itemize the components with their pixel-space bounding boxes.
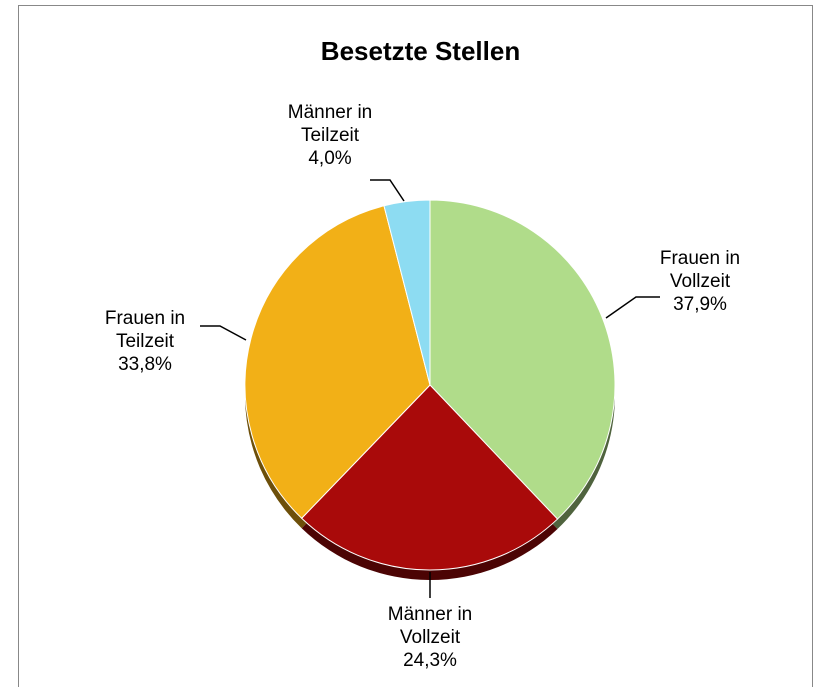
category-label: Frauen in Teilzeit [104, 308, 186, 352]
leader-line [605, 296, 660, 319]
data-label: Männer in Teilzeit 4,0% [275, 101, 385, 170]
value-label: 33,8% [118, 354, 172, 375]
category-label: Männer in Vollzeit [387, 604, 473, 648]
leader-line [370, 179, 405, 202]
pie-slice [300, 384, 559, 571]
category-label: Männer in Teilzeit [287, 102, 373, 146]
value-label: 24,3% [403, 650, 457, 671]
leader-line [200, 325, 247, 341]
value-label: 37,9% [673, 294, 727, 315]
data-label: Männer in Vollzeit 24,3% [375, 603, 485, 672]
pie-slices [244, 199, 616, 571]
value-label: 4,0% [308, 148, 352, 169]
pie-slice [383, 199, 431, 386]
chart-frame [18, 5, 813, 687]
leader-lines [200, 179, 660, 598]
data-label: Frauen in Teilzeit 33,8% [90, 307, 200, 376]
data-label: Frauen in Vollzeit 37,9% [645, 247, 755, 316]
pie-slice [244, 205, 431, 519]
category-label: Frauen in Vollzeit [659, 248, 741, 292]
pie-slice [429, 199, 616, 520]
chart-title: Besetzte Stellen [320, 36, 521, 66]
